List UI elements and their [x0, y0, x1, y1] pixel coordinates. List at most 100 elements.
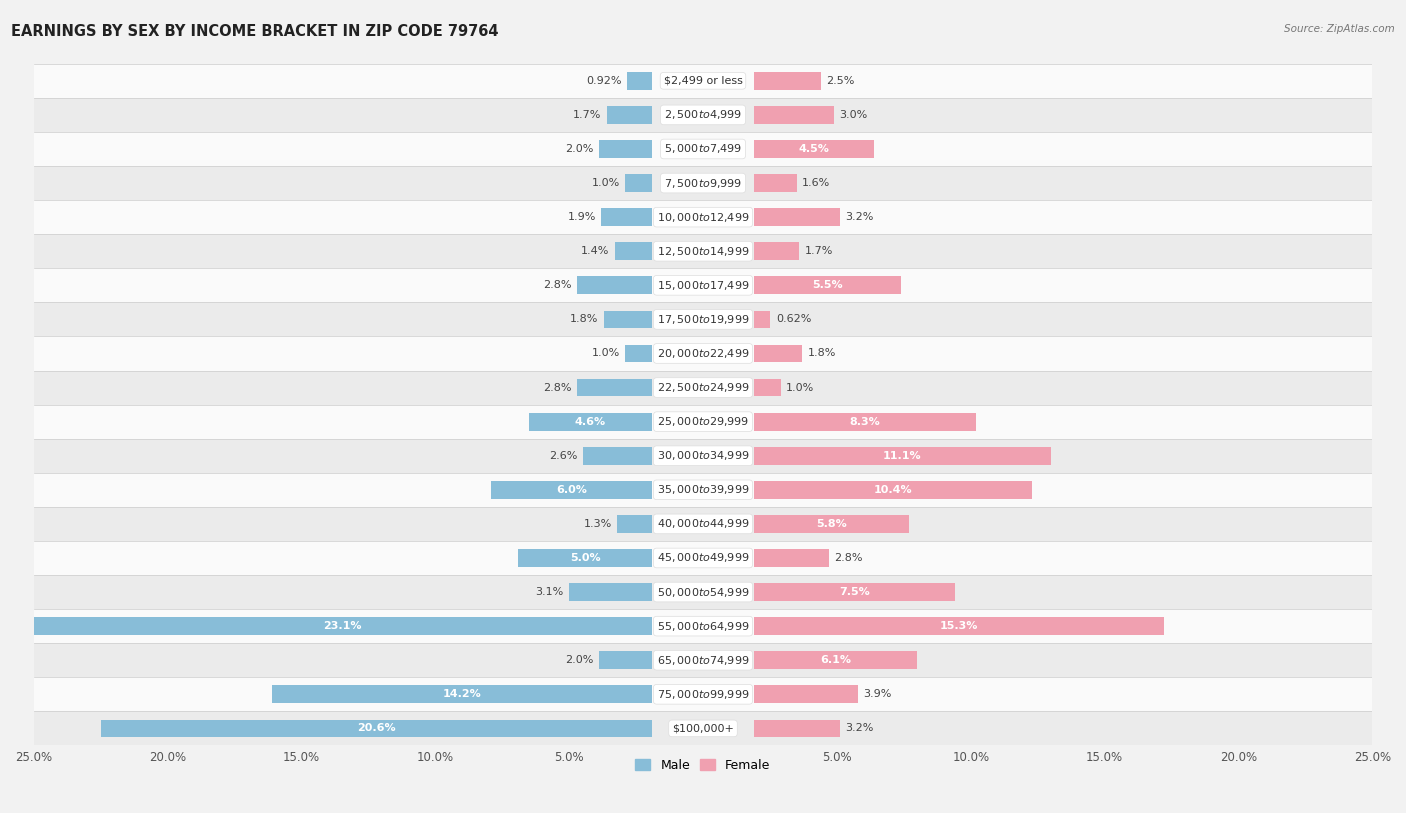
Text: 1.3%: 1.3% [583, 519, 612, 529]
Bar [529, 413, 652, 431]
Text: $75,000 to $99,999: $75,000 to $99,999 [657, 688, 749, 701]
Text: $65,000 to $74,999: $65,000 to $74,999 [657, 654, 749, 667]
Text: 1.4%: 1.4% [581, 246, 609, 256]
Bar [754, 413, 976, 431]
Text: $17,500 to $19,999: $17,500 to $19,999 [657, 313, 749, 326]
Bar [576, 276, 652, 294]
Bar [754, 651, 917, 669]
Bar [34, 541, 1372, 575]
Text: $15,000 to $17,499: $15,000 to $17,499 [657, 279, 749, 292]
Text: $40,000 to $44,999: $40,000 to $44,999 [657, 517, 749, 530]
Bar [34, 98, 1372, 132]
Bar [34, 200, 1372, 234]
Bar [34, 405, 1372, 439]
Bar [576, 379, 652, 397]
Bar [602, 208, 652, 226]
Text: 1.0%: 1.0% [786, 383, 814, 393]
Text: 1.6%: 1.6% [801, 178, 831, 188]
Text: $50,000 to $54,999: $50,000 to $54,999 [657, 585, 749, 598]
Text: 2.8%: 2.8% [834, 553, 863, 563]
Bar [34, 617, 652, 635]
Bar [34, 302, 1372, 337]
Text: 6.1%: 6.1% [820, 655, 851, 665]
Text: 20.6%: 20.6% [357, 724, 395, 733]
Text: Source: ZipAtlas.com: Source: ZipAtlas.com [1284, 24, 1395, 34]
Text: 10.4%: 10.4% [873, 485, 912, 495]
Text: 2.6%: 2.6% [548, 450, 576, 461]
Text: $12,500 to $14,999: $12,500 to $14,999 [657, 245, 749, 258]
Bar [754, 720, 839, 737]
Text: 1.0%: 1.0% [592, 178, 620, 188]
Bar [754, 345, 801, 363]
Text: 5.8%: 5.8% [815, 519, 846, 529]
Bar [626, 345, 652, 363]
Text: 1.9%: 1.9% [568, 212, 596, 222]
Bar [34, 337, 1372, 371]
Bar [34, 268, 1372, 302]
Text: 1.7%: 1.7% [572, 110, 602, 120]
Bar [34, 711, 1372, 746]
Bar [519, 549, 652, 567]
Bar [754, 106, 834, 124]
Bar [606, 106, 652, 124]
Text: 1.8%: 1.8% [807, 349, 835, 359]
Text: $7,500 to $9,999: $7,500 to $9,999 [664, 176, 742, 189]
Bar [754, 583, 955, 601]
Text: 14.2%: 14.2% [443, 689, 481, 699]
Text: 3.0%: 3.0% [839, 110, 868, 120]
Text: 5.5%: 5.5% [813, 280, 842, 290]
Text: $25,000 to $29,999: $25,000 to $29,999 [657, 415, 749, 428]
Text: 2.8%: 2.8% [543, 280, 572, 290]
Bar [34, 371, 1372, 405]
Text: $22,500 to $24,999: $22,500 to $24,999 [657, 381, 749, 394]
Text: 11.1%: 11.1% [883, 450, 922, 461]
Text: 3.1%: 3.1% [536, 587, 564, 597]
Bar [754, 549, 830, 567]
Bar [754, 447, 1052, 464]
Bar [754, 311, 770, 328]
Bar [34, 234, 1372, 268]
Bar [626, 174, 652, 192]
Text: 4.6%: 4.6% [575, 416, 606, 427]
Text: 1.0%: 1.0% [592, 349, 620, 359]
Text: $2,500 to $4,999: $2,500 to $4,999 [664, 108, 742, 121]
Text: $100,000+: $100,000+ [672, 724, 734, 733]
Text: 3.2%: 3.2% [845, 212, 873, 222]
Text: 2.0%: 2.0% [565, 144, 593, 154]
Text: 0.62%: 0.62% [776, 315, 811, 324]
Bar [754, 72, 821, 89]
Bar [754, 379, 780, 397]
Text: 5.0%: 5.0% [569, 553, 600, 563]
Text: EARNINGS BY SEX BY INCOME BRACKET IN ZIP CODE 79764: EARNINGS BY SEX BY INCOME BRACKET IN ZIP… [11, 24, 499, 39]
Bar [34, 439, 1372, 473]
Bar [754, 515, 910, 533]
Bar [34, 677, 1372, 711]
Text: 4.5%: 4.5% [799, 144, 830, 154]
Text: 15.3%: 15.3% [939, 621, 979, 631]
Bar [34, 609, 1372, 643]
Text: 8.3%: 8.3% [849, 416, 880, 427]
Bar [627, 72, 652, 89]
Bar [614, 242, 652, 260]
Bar [754, 685, 858, 703]
Text: 2.0%: 2.0% [565, 655, 593, 665]
Bar [599, 140, 652, 158]
Bar [617, 515, 652, 533]
Text: 3.9%: 3.9% [863, 689, 891, 699]
Bar [34, 575, 1372, 609]
Legend: Male, Female: Male, Female [630, 754, 776, 776]
Text: $35,000 to $39,999: $35,000 to $39,999 [657, 483, 749, 496]
Bar [754, 242, 800, 260]
Bar [754, 276, 901, 294]
Text: 2.8%: 2.8% [543, 383, 572, 393]
Bar [605, 311, 652, 328]
Bar [34, 166, 1372, 200]
Bar [754, 174, 797, 192]
Text: $5,000 to $7,499: $5,000 to $7,499 [664, 142, 742, 155]
Text: 7.5%: 7.5% [839, 587, 870, 597]
Text: $55,000 to $64,999: $55,000 to $64,999 [657, 620, 749, 633]
Bar [34, 643, 1372, 677]
Bar [754, 140, 875, 158]
Bar [754, 481, 1032, 498]
Bar [34, 473, 1372, 506]
